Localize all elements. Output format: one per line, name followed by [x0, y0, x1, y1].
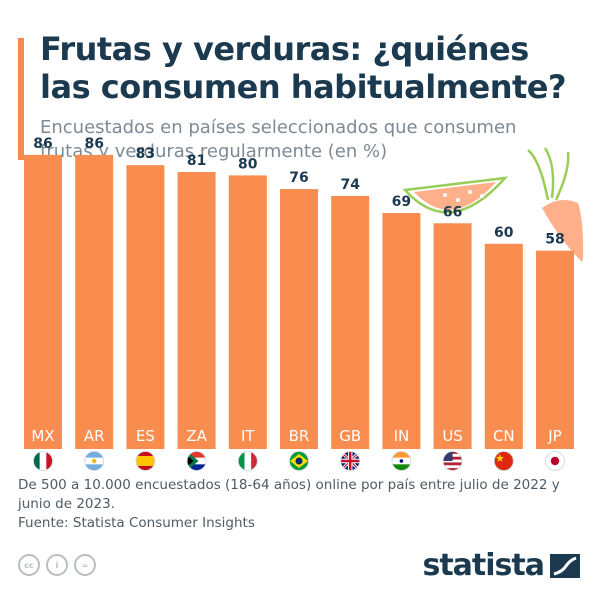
value-label: 58: [545, 232, 564, 248]
china-flag-icon: [493, 451, 514, 471]
italy-flag-icon: [237, 451, 258, 471]
category-label: IN: [394, 427, 410, 445]
license-icons: cc i =: [18, 554, 96, 576]
bars-group: [24, 154, 574, 450]
bar-us: [433, 223, 472, 449]
bar-za: [177, 171, 216, 450]
value-label: 83: [136, 146, 155, 162]
value-label: 76: [289, 170, 308, 186]
bar-cn: [484, 243, 523, 449]
bar-in: [382, 213, 421, 449]
category-label: IT: [241, 427, 255, 445]
usa-flag-icon: [442, 451, 463, 471]
category-label: US: [442, 427, 463, 445]
chart-title: Frutas y verduras: ¿quiénes las consumen…: [40, 30, 567, 106]
category-label: GB: [339, 427, 361, 445]
footer-note: De 500 a 10.000 encuestados (18-64 años)…: [18, 477, 560, 512]
mexico-flag-icon: [33, 451, 53, 471]
bar-gb: [331, 195, 370, 449]
bar-es: [126, 165, 165, 449]
value-label: 86: [33, 136, 52, 152]
creative-commons-icon[interactable]: cc: [18, 554, 40, 576]
category-label: ES: [136, 427, 155, 445]
flags-group: [33, 451, 565, 471]
bar-br: [280, 189, 318, 449]
spain-flag-icon: [135, 451, 156, 471]
melon-slice-icon: [402, 176, 509, 214]
south-africa-flag-icon: [186, 451, 207, 471]
category-label: CN: [493, 427, 515, 445]
statista-logo[interactable]: statista: [422, 548, 580, 583]
value-label: 74: [340, 177, 360, 193]
india-flag-icon: [391, 451, 412, 471]
brazil-flag-icon: [289, 451, 309, 471]
value-label: 86: [84, 136, 103, 152]
no-derivatives-icon[interactable]: =: [74, 554, 96, 576]
footer-source: Fuente: Statista Consumer Insights: [18, 515, 255, 531]
value-label: 80: [238, 156, 258, 172]
bar-mx: [24, 154, 62, 449]
value-label: 60: [494, 225, 514, 241]
argentina-flag-icon: [84, 451, 105, 471]
value-label: 81: [187, 153, 206, 169]
carrot-icon: [527, 147, 584, 262]
japan-flag-icon: [545, 451, 565, 471]
chart-subtitle: Encuestados en países seleccionados que …: [40, 117, 517, 162]
value-label: 66: [443, 204, 462, 220]
value-labels-group: 86 86 83 81 80 76 74 69 66 60 58: [33, 136, 564, 248]
category-label: BR: [289, 427, 310, 445]
category-label: ZA: [186, 427, 207, 445]
bar-jp: [536, 250, 574, 449]
brand-name: statista: [422, 548, 545, 583]
uk-flag-icon: [340, 451, 361, 471]
category-label: JP: [547, 427, 561, 445]
chart-footer: De 500 a 10.000 encuestados (18-64 años)…: [18, 476, 578, 533]
attribution-icon[interactable]: i: [46, 554, 68, 576]
statista-logo-icon: [550, 553, 580, 578]
category-labels-group: MX AR ES ZA IT BR GB IN US CN JP: [31, 427, 561, 445]
bar-it: [228, 175, 267, 449]
category-label: AR: [84, 427, 105, 445]
value-label: 69: [392, 194, 411, 210]
title-accent-bar: [18, 38, 24, 160]
category-label: MX: [31, 427, 54, 445]
bar-ar: [75, 154, 114, 449]
